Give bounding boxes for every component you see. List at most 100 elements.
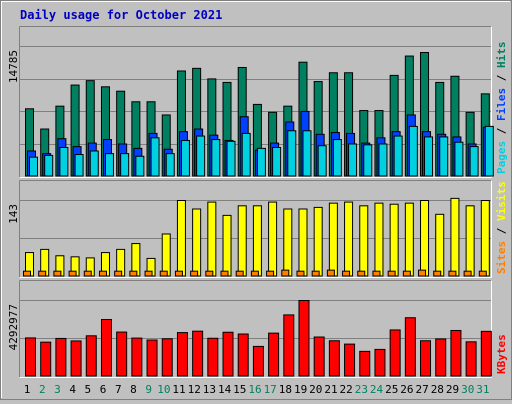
bar-visits-day-25 bbox=[389, 203, 399, 277]
bar-kbytes-day-2 bbox=[40, 341, 52, 377]
bar-kbytes-day-4 bbox=[70, 340, 82, 377]
legend-sites: Sites bbox=[495, 241, 508, 274]
bar-kbytes-day-22 bbox=[344, 343, 356, 377]
bar-pages-day-15 bbox=[241, 132, 251, 177]
bar-visits-day-29 bbox=[450, 197, 460, 277]
bar-visits-day-15 bbox=[237, 205, 247, 277]
chart-title: Daily usage for October 2021 bbox=[20, 8, 222, 22]
legend-separator: / bbox=[495, 68, 508, 88]
bar-kbytes-day-29 bbox=[450, 329, 462, 377]
legend-files: Files bbox=[495, 88, 508, 121]
bar-pages-day-2 bbox=[44, 154, 54, 177]
panel-legend: Sites / Visits bbox=[495, 181, 508, 274]
y-axis-max-label: 14785 bbox=[7, 50, 20, 83]
bar-pages-day-25 bbox=[393, 135, 403, 177]
bar-visits-day-26 bbox=[404, 202, 414, 277]
bar-sites-day-31 bbox=[478, 270, 487, 277]
bar-pages-day-3 bbox=[59, 146, 69, 177]
bar-sites-day-14 bbox=[220, 270, 229, 277]
bar-pages-day-31 bbox=[484, 125, 494, 177]
bar-sites-day-28 bbox=[433, 270, 442, 277]
bar-visits-day-30 bbox=[465, 205, 475, 277]
x-tick-label-day-21: 21 bbox=[324, 383, 337, 396]
bar-pages-day-23 bbox=[363, 144, 373, 177]
bar-sites-day-6 bbox=[98, 270, 107, 277]
bar-sites-day-12 bbox=[190, 270, 199, 277]
bar-kbytes-day-13 bbox=[207, 337, 219, 377]
x-tick-label-day-28: 28 bbox=[431, 383, 444, 396]
x-tick-label-day-23: 23 bbox=[355, 383, 368, 396]
x-tick-label-day-27: 27 bbox=[416, 383, 429, 396]
bar-sites-day-19 bbox=[296, 270, 305, 277]
x-tick-label-day-30: 30 bbox=[461, 383, 474, 396]
bar-kbytes-day-25 bbox=[389, 329, 401, 377]
bar-kbytes-day-12 bbox=[192, 330, 204, 377]
x-tick-label-day-6: 6 bbox=[100, 383, 107, 396]
bar-visits-day-14 bbox=[222, 214, 232, 277]
x-tick-label-day-20: 20 bbox=[309, 383, 322, 396]
bar-visits-day-11 bbox=[176, 200, 186, 277]
bar-kbytes-day-28 bbox=[435, 338, 447, 377]
bar-sites-day-4 bbox=[68, 270, 77, 277]
legend-visits: Visits bbox=[495, 181, 508, 221]
bar-pages-day-12 bbox=[196, 135, 206, 177]
x-tick-label-day-31: 31 bbox=[476, 383, 489, 396]
bar-pages-day-20 bbox=[317, 145, 327, 177]
bar-sites-day-27 bbox=[418, 269, 427, 277]
x-tick-label-day-16: 16 bbox=[248, 383, 261, 396]
bar-sites-day-8 bbox=[129, 270, 138, 277]
bar-sites-day-9 bbox=[144, 270, 153, 277]
bar-kbytes-day-30 bbox=[465, 341, 477, 377]
bar-pages-day-11 bbox=[180, 139, 190, 177]
bar-pages-day-14 bbox=[226, 140, 236, 177]
bar-pages-day-6 bbox=[104, 153, 114, 177]
x-tick-label-day-17: 17 bbox=[264, 383, 277, 396]
bar-sites-day-3 bbox=[53, 270, 62, 277]
bar-kbytes-day-5 bbox=[85, 335, 97, 377]
bar-pages-day-17 bbox=[272, 146, 282, 177]
bar-visits-day-17 bbox=[268, 201, 278, 277]
bar-kbytes-day-9 bbox=[146, 339, 158, 377]
bar-pages-day-4 bbox=[74, 154, 84, 177]
legend-separator: / bbox=[495, 121, 508, 141]
bar-sites-day-11 bbox=[174, 270, 183, 277]
bar-pages-day-18 bbox=[287, 130, 297, 177]
x-tick-label-day-12: 12 bbox=[188, 383, 201, 396]
bar-pages-day-8 bbox=[135, 155, 145, 177]
bar-pages-day-22 bbox=[348, 143, 358, 177]
bar-pages-day-1 bbox=[29, 156, 38, 177]
bar-sites-day-26 bbox=[402, 270, 411, 277]
bar-kbytes-day-11 bbox=[176, 332, 188, 377]
bar-visits-day-20 bbox=[313, 206, 323, 277]
x-tick-label-day-15: 15 bbox=[233, 383, 246, 396]
x-tick-label-day-3: 3 bbox=[54, 383, 61, 396]
bar-pages-day-29 bbox=[454, 141, 464, 177]
bar-kbytes-day-27 bbox=[420, 340, 432, 377]
x-tick-label-day-29: 29 bbox=[446, 383, 459, 396]
bar-pages-day-24 bbox=[378, 143, 388, 177]
panel-legend: KBytes bbox=[495, 334, 508, 374]
bar-kbytes-day-19 bbox=[298, 300, 310, 377]
bar-visits-day-18 bbox=[283, 208, 293, 277]
x-tick-label-day-22: 22 bbox=[340, 383, 353, 396]
bar-kbytes-day-20 bbox=[313, 336, 325, 377]
x-tick-label-day-4: 4 bbox=[69, 383, 76, 396]
bar-pages-day-28 bbox=[439, 136, 449, 177]
bar-kbytes-day-15 bbox=[237, 333, 249, 377]
bar-kbytes-day-18 bbox=[283, 314, 295, 377]
bar-kbytes-day-6 bbox=[100, 318, 112, 377]
bar-visits-day-23 bbox=[359, 205, 369, 277]
bar-kbytes-day-21 bbox=[328, 340, 340, 377]
bar-kbytes-day-10 bbox=[161, 338, 173, 377]
bar-pages-day-7 bbox=[120, 153, 130, 177]
x-tick-label-day-9: 9 bbox=[145, 383, 152, 396]
bar-sites-day-16 bbox=[250, 270, 259, 277]
bar-sites-day-21 bbox=[326, 269, 335, 277]
x-tick-label-day-11: 11 bbox=[172, 383, 185, 396]
x-tick-label-day-13: 13 bbox=[203, 383, 216, 396]
bar-pages-day-21 bbox=[332, 139, 342, 177]
bar-visits-day-21 bbox=[328, 202, 338, 277]
bar-pages-day-26 bbox=[408, 125, 418, 177]
